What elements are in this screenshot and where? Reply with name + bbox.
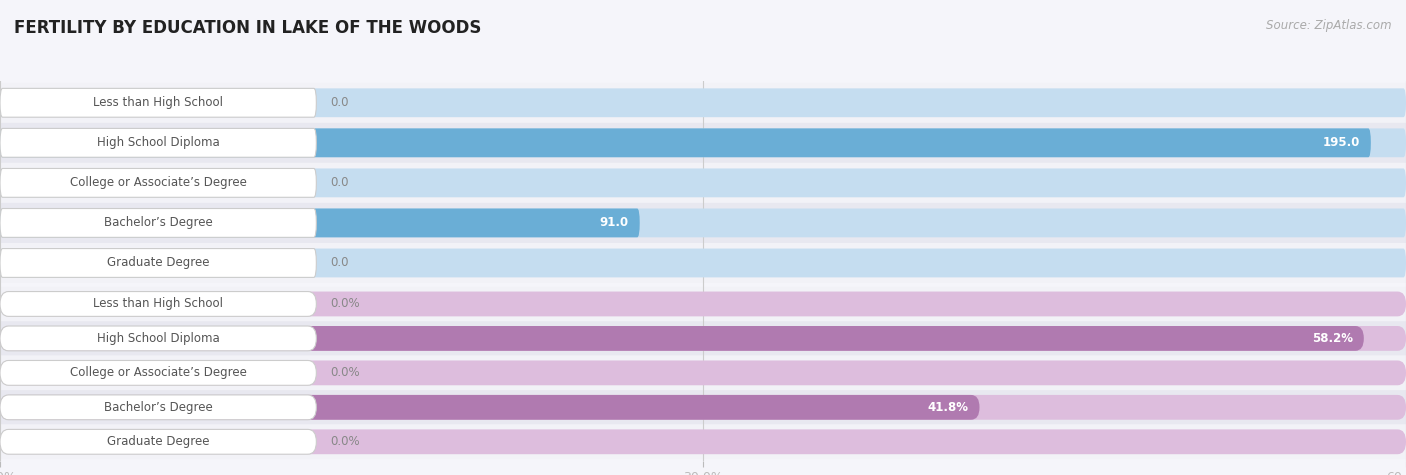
FancyBboxPatch shape (0, 248, 316, 277)
FancyBboxPatch shape (0, 361, 316, 385)
FancyBboxPatch shape (0, 395, 316, 420)
FancyBboxPatch shape (0, 203, 1406, 243)
FancyBboxPatch shape (0, 326, 1364, 351)
Text: Graduate Degree: Graduate Degree (107, 435, 209, 448)
FancyBboxPatch shape (0, 209, 316, 238)
FancyBboxPatch shape (0, 88, 316, 117)
Text: Less than High School: Less than High School (93, 297, 224, 311)
FancyBboxPatch shape (0, 429, 1406, 454)
FancyBboxPatch shape (0, 123, 1406, 163)
Text: 41.8%: 41.8% (928, 401, 969, 414)
Text: 58.2%: 58.2% (1312, 332, 1353, 345)
FancyBboxPatch shape (0, 425, 1406, 459)
FancyBboxPatch shape (0, 169, 316, 197)
Text: 0.0%: 0.0% (330, 297, 360, 311)
Text: 91.0: 91.0 (599, 217, 628, 229)
Text: High School Diploma: High School Diploma (97, 136, 219, 149)
FancyBboxPatch shape (0, 390, 1406, 425)
Text: Bachelor’s Degree: Bachelor’s Degree (104, 401, 212, 414)
FancyBboxPatch shape (0, 128, 1371, 157)
FancyBboxPatch shape (0, 128, 316, 157)
Text: FERTILITY BY EDUCATION IN LAKE OF THE WOODS: FERTILITY BY EDUCATION IN LAKE OF THE WO… (14, 19, 481, 37)
Text: Source: ZipAtlas.com: Source: ZipAtlas.com (1267, 19, 1392, 32)
Text: 0.0%: 0.0% (330, 435, 360, 448)
FancyBboxPatch shape (0, 287, 1406, 321)
Text: 0.0: 0.0 (330, 96, 349, 109)
Text: Less than High School: Less than High School (93, 96, 224, 109)
Text: Graduate Degree: Graduate Degree (107, 256, 209, 269)
FancyBboxPatch shape (0, 429, 316, 454)
Text: 0.0%: 0.0% (330, 366, 360, 380)
FancyBboxPatch shape (0, 209, 640, 238)
FancyBboxPatch shape (0, 83, 1406, 123)
Text: Bachelor’s Degree: Bachelor’s Degree (104, 217, 212, 229)
FancyBboxPatch shape (0, 243, 1406, 283)
FancyBboxPatch shape (0, 326, 316, 351)
FancyBboxPatch shape (0, 209, 1406, 238)
FancyBboxPatch shape (0, 292, 316, 316)
FancyBboxPatch shape (0, 395, 1406, 420)
FancyBboxPatch shape (0, 128, 1406, 157)
Text: College or Associate’s Degree: College or Associate’s Degree (70, 366, 246, 380)
Text: 0.0: 0.0 (330, 256, 349, 269)
FancyBboxPatch shape (0, 88, 1406, 117)
Text: College or Associate’s Degree: College or Associate’s Degree (70, 176, 246, 190)
FancyBboxPatch shape (0, 163, 1406, 203)
FancyBboxPatch shape (0, 395, 980, 420)
FancyBboxPatch shape (0, 248, 1406, 277)
FancyBboxPatch shape (0, 292, 1406, 316)
FancyBboxPatch shape (0, 169, 1406, 197)
FancyBboxPatch shape (0, 361, 1406, 385)
Text: 0.0: 0.0 (330, 176, 349, 190)
Text: 195.0: 195.0 (1322, 136, 1360, 149)
Text: High School Diploma: High School Diploma (97, 332, 219, 345)
FancyBboxPatch shape (0, 321, 1406, 356)
FancyBboxPatch shape (0, 356, 1406, 390)
FancyBboxPatch shape (0, 326, 1406, 351)
